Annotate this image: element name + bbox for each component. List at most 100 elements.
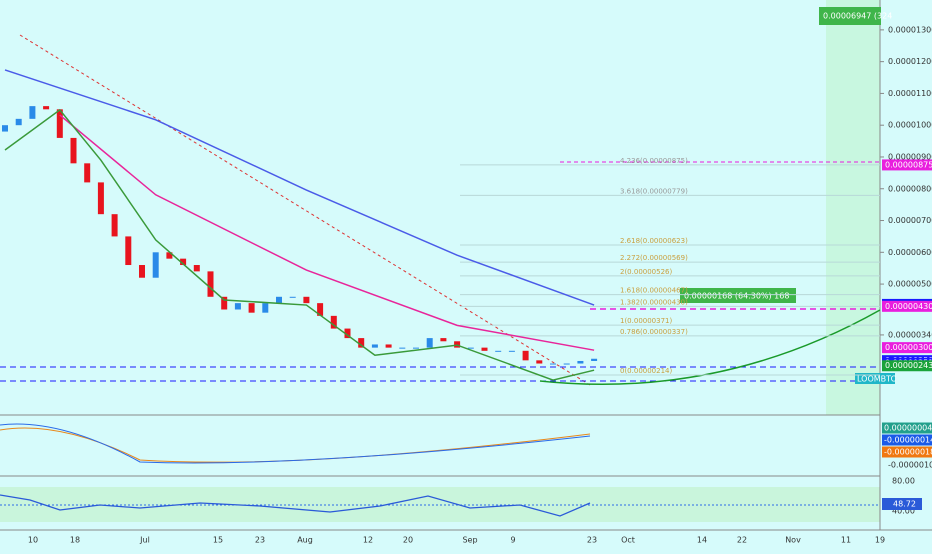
y-tick-label: 0.00001200 — [888, 57, 932, 66]
candle — [43, 106, 50, 110]
candle — [467, 347, 474, 349]
range-highlight — [826, 0, 880, 415]
candle — [303, 296, 310, 304]
moving-average — [4, 108, 595, 381]
price-tag: 0.00000430 — [885, 302, 932, 311]
candle — [276, 296, 282, 304]
x-tick-label: 14 — [697, 536, 707, 545]
x-tick-label: Aug — [297, 536, 313, 545]
top-tag: 0.00006947 (324 — [823, 12, 892, 21]
candle — [522, 350, 529, 361]
candle — [29, 106, 36, 119]
macd-signal — [0, 427, 591, 463]
candle — [221, 296, 228, 310]
candle — [166, 252, 173, 259]
candle — [413, 347, 419, 349]
x-tick-label: Nov — [785, 536, 801, 545]
symbol-label: LOOMBTC — [857, 375, 897, 384]
x-tick-label: 9 — [510, 536, 515, 545]
candle — [577, 360, 584, 364]
candle — [289, 296, 296, 298]
x-tick-label: 19 — [875, 536, 885, 545]
candle — [70, 137, 77, 164]
x-tick-label: Jul — [139, 536, 150, 545]
x-tick-label: Sep — [462, 536, 477, 545]
candle — [207, 271, 214, 297]
price-tag: 0.00000243 — [885, 361, 932, 370]
candle — [385, 344, 392, 348]
fib-label: 0.786(0.00000337) — [620, 328, 688, 336]
y-tick-label: 0.00001100 — [888, 89, 932, 98]
y-tick-label: 0.00000340 — [888, 330, 932, 339]
candle — [399, 347, 406, 349]
candle — [262, 303, 269, 313]
y-tick-label: 0.00001300 — [888, 25, 932, 34]
candle — [371, 344, 378, 348]
rsi-tick: 40.00 — [892, 507, 915, 516]
x-tick-label: 23 — [587, 536, 597, 545]
x-tick-label: 10 — [28, 536, 38, 545]
y-tick-label: 0.00001000 — [888, 121, 932, 130]
candle — [152, 252, 159, 278]
candle — [344, 328, 351, 339]
macd-tag: -0.00000014 — [884, 436, 932, 445]
candle — [563, 363, 570, 365]
y-tick-label: 0.00000800 — [888, 184, 932, 193]
x-tick-label: 18 — [70, 536, 80, 545]
candle — [317, 303, 324, 316]
rsi-tag-box — [882, 498, 922, 510]
x-tick-label: 23 — [255, 536, 265, 545]
top-tag-box — [819, 7, 881, 25]
fib-label: 2.272(0.00000569) — [620, 254, 688, 262]
fib-label: 0(0.00000214) — [620, 367, 672, 375]
x-tick-label: 15 — [213, 536, 223, 545]
candle — [495, 350, 502, 352]
macd-tag-box — [882, 434, 932, 446]
macd-line — [0, 423, 591, 464]
moving-average — [59, 114, 595, 351]
candle — [234, 303, 241, 310]
candle — [440, 338, 447, 342]
candle — [2, 125, 8, 132]
x-tick-label: Oct — [621, 536, 635, 545]
symbol-box — [855, 373, 895, 384]
candle — [125, 236, 132, 266]
candle — [481, 347, 488, 351]
x-tick-label: 20 — [403, 536, 413, 545]
fib-label: 4.236(0.00000875) — [620, 157, 688, 165]
candle — [139, 265, 145, 278]
price-tag-box — [882, 360, 932, 372]
fib-label: 1.382(0.00000430) — [620, 298, 688, 306]
candle — [536, 360, 543, 364]
fib-label: 1.618(0.00000467) — [620, 287, 688, 295]
measure-label: 0.00000168 (64.30%) 168 — [684, 292, 789, 301]
fib-label: 3.618(0.00000779) — [620, 187, 688, 195]
rsi-tag: 48.72 — [893, 500, 916, 509]
macd-tag: -0.00000018 — [884, 448, 932, 457]
price-tag-box — [882, 342, 932, 354]
measure-box — [680, 288, 796, 303]
price-tag-box — [882, 159, 932, 171]
fib-label: 1(0.00000371) — [620, 317, 672, 325]
candle — [248, 303, 255, 313]
candle — [508, 350, 515, 352]
x-tick-label: 11 — [841, 536, 851, 545]
price-tag: 0.00000875 — [885, 160, 932, 169]
rsi-tick: 80.00 — [892, 477, 915, 486]
candle — [550, 363, 556, 365]
x-tick-label: 22 — [737, 536, 747, 545]
candle — [97, 182, 104, 215]
y-tick-label: 0.00000900 — [888, 152, 932, 161]
y-tick-label: 0.00000500 — [888, 280, 932, 289]
fib-label: 2(0.00000526) — [620, 268, 672, 276]
macd-tag-box — [882, 446, 932, 458]
moving-average — [4, 69, 595, 306]
x-tick-label: 12 — [363, 536, 373, 545]
macd-tick: -0.00000100 — [888, 461, 932, 470]
macd-tag: 0.00000004 — [884, 424, 932, 433]
y-tick-label: 0.00000700 — [888, 216, 932, 225]
price-tag-box — [882, 300, 932, 312]
candle — [84, 163, 91, 183]
candle — [358, 338, 365, 348]
